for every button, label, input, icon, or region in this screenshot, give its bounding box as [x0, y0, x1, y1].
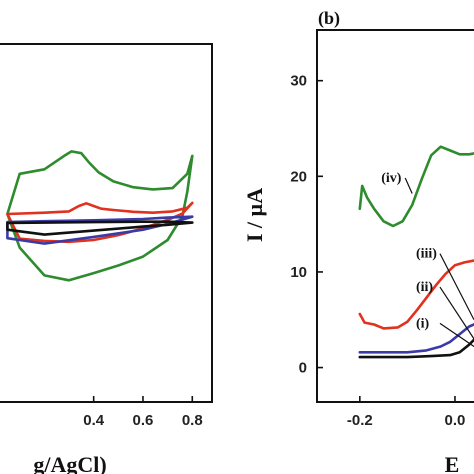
panel-b-x-tick-label: 0.0	[445, 412, 466, 429]
panel-b-x-tick-label: -0.2	[347, 412, 373, 429]
panel-b-annotation-label: (ii)	[416, 280, 433, 295]
panel-a-frame	[0, 43, 213, 403]
panel-b-series-line-2	[358, 259, 474, 330]
panel-a-x-tick-label: 0.8	[182, 412, 203, 429]
panel-b-y-tick-label: 30	[290, 73, 307, 90]
panel-a-x-axis-title: g/AgCl)	[33, 452, 106, 474]
panel-b-series-group	[358, 145, 474, 359]
panel-b-annotation-label: (iv)	[381, 171, 402, 186]
panel-b-annotation-label: (iii)	[416, 247, 437, 262]
panel-b: (b) 0 10 20 30 -0.2 0.0 0 (iv) (iii) (ii) (i) I …	[242, 8, 474, 474]
panel-a-x-tick-label: 0.4	[83, 412, 105, 429]
panel-b-frame	[316, 29, 474, 403]
panel-a-x-ticks: 0.4 0.6 0.8	[83, 396, 203, 429]
panel-b-series-line-3	[358, 323, 474, 354]
panel-a: 0.4 0.6 0.8 g/AgCl)	[0, 43, 213, 474]
panel-b-annotations: (iv) (iii) (ii) (i)	[381, 171, 474, 348]
panel-b-y-tick-label: 20	[290, 168, 307, 185]
panel-a-series-group	[6, 150, 194, 282]
panel-b-annotation-leader	[404, 177, 413, 194]
panel-b-y-ticks: 0 10 20 30	[290, 73, 323, 377]
panel-b-annotation-leader	[439, 322, 474, 348]
panel-b-annotation-leader	[439, 253, 474, 321]
panel-b-x-ticks: -0.20.00	[347, 396, 466, 429]
panel-b-series-line-4	[358, 338, 474, 359]
panel-b-label: (b)	[318, 8, 340, 29]
panel-b-annotation-leader	[439, 286, 474, 340]
panel-b-series-line-1	[358, 145, 474, 228]
panel-a-x-tick-label: 0.6	[133, 412, 154, 429]
panel-b-y-axis-title: I / µA	[242, 188, 267, 242]
panel-b-annotation-label: (i)	[416, 316, 430, 331]
panel-b-x-axis-title: E	[445, 452, 460, 474]
panel-b-y-tick-label: 10	[290, 264, 307, 281]
panel-a-series-line-4	[6, 220, 194, 236]
panel-a-series-line-1	[6, 150, 194, 282]
panel-b-y-tick-label: 0	[299, 360, 307, 377]
